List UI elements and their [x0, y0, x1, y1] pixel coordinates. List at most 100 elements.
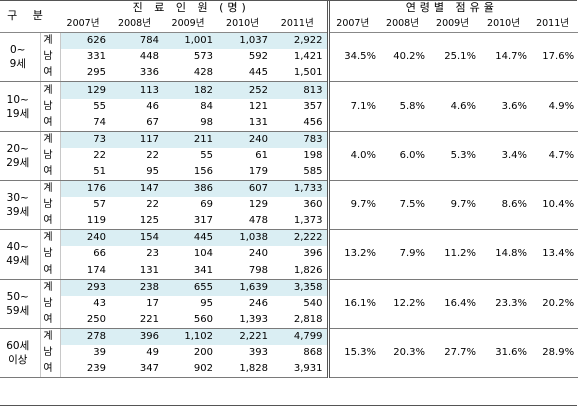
- count-cell: 43: [93, 297, 106, 309]
- count-cell: 95: [110, 163, 163, 182]
- count-cell: 278: [60, 327, 110, 345]
- count-cell: 121: [248, 100, 268, 112]
- year-header-left-4: 2011년: [272, 16, 329, 34]
- count-cell: 98: [163, 114, 217, 132]
- count-cell: 252: [217, 81, 272, 99]
- count-cell: 61: [255, 149, 268, 161]
- sex-label: 남: [39, 147, 61, 164]
- count-cell: 239: [60, 361, 110, 379]
- count-cell: 1,373: [272, 213, 329, 231]
- table-row: 20~ 29세 계 73 117 211 240 783 4.0% 6.0% 5.3% 3.4% 4.7…: [0, 130, 579, 182]
- table-row: 여 250 221 560 1,393 2,818: [0, 311, 578, 329]
- count-cell: 129: [60, 81, 110, 99]
- age-group-label: 10~ 19세: [0, 81, 40, 132]
- count-cell: 1,037: [217, 32, 272, 50]
- table-row: 남 43 17 95 246 540: [0, 295, 578, 312]
- share-cell: 16.1%: [326, 278, 381, 329]
- share-cell: 13.2%: [326, 229, 381, 280]
- count-cell: 445: [163, 229, 217, 247]
- header-row-top: 구 분 진 료 인 원 (명) 연령별 점유율: [0, 0, 579, 34]
- table-row: 여 51 95 156 179 585: [0, 163, 578, 182]
- sex-label: 남: [39, 344, 61, 362]
- count-cell: 46: [146, 100, 159, 112]
- count-cell: 69: [200, 199, 213, 211]
- count-cell: 238: [110, 278, 163, 296]
- year-header-right-2: 2009년: [429, 16, 481, 34]
- table-row: 60세 이상 계 278 396 1,102 2,221 4,799 15.3% 20.3% 27.…: [0, 327, 579, 379]
- count-cell: 95: [200, 297, 213, 309]
- share-cell: 3.4%: [480, 130, 532, 182]
- count-cell: 66: [93, 248, 106, 260]
- sex-label: 계: [39, 180, 61, 198]
- count-cell: 798: [217, 262, 272, 280]
- age-group-label: 30~ 39세: [0, 180, 40, 231]
- count-cell: 3,358: [272, 278, 329, 296]
- count-cell: 182: [163, 81, 217, 99]
- count-cell: 478: [217, 213, 272, 231]
- count-cell: 131: [110, 262, 163, 280]
- count-cell: 246: [248, 297, 268, 309]
- share-cell: 25.1%: [429, 32, 481, 83]
- count-cell: 626: [60, 32, 110, 50]
- count-cell: 22: [146, 199, 159, 211]
- count-cell: 4,799: [272, 327, 329, 345]
- year-header-left-0: 2007년: [60, 16, 110, 34]
- year-header-right-3: 2010년: [480, 16, 532, 34]
- count-cell: 396: [110, 327, 163, 345]
- share-cell: 10.4%: [531, 180, 579, 231]
- count-cell: 331: [86, 51, 106, 63]
- count-cell: 131: [217, 114, 272, 132]
- sex-label: 남: [39, 98, 61, 115]
- count-cell: 174: [60, 262, 110, 280]
- share-cell: 14.8%: [480, 229, 532, 280]
- year-header-right-4: 2011년: [531, 16, 579, 34]
- sex-label: 계: [39, 130, 61, 148]
- count-cell: 73: [60, 130, 110, 148]
- share-cell: 5.3%: [429, 130, 481, 182]
- count-cell: 868: [303, 347, 323, 359]
- count-cell: 2,221: [217, 327, 272, 345]
- count-cell: 592: [248, 51, 268, 63]
- table-row: 남 22 22 55 61 198: [0, 147, 578, 164]
- table-row: 남 57 22 69 129 360: [0, 197, 578, 214]
- count-cell: 2,818: [272, 311, 329, 329]
- share-cell: 23.3%: [480, 278, 532, 329]
- count-cell: 607: [217, 180, 272, 198]
- count-cell: 55: [200, 149, 213, 161]
- gubun-header: 구 분: [0, 0, 60, 34]
- share-cell: 9.7%: [429, 180, 481, 231]
- count-cell: 1,639: [217, 278, 272, 296]
- count-cell: 22: [93, 149, 106, 161]
- table-row: 여 295 336 428 445 1,501: [0, 65, 578, 83]
- count-cell: 17: [146, 297, 159, 309]
- share-cell: 9.7%: [326, 180, 381, 231]
- count-cell: 39: [93, 347, 106, 359]
- age-group-label: 20~ 29세: [0, 130, 40, 182]
- count-cell: 336: [110, 65, 163, 83]
- patient-statistics-table: 구 분 진 료 인 원 (명) 연령별 점유율 2007년 2008년 2009년 2…: [0, 0, 579, 379]
- sex-label: 여: [39, 213, 61, 231]
- count-cell: 448: [139, 51, 159, 63]
- sex-label: 계: [39, 278, 61, 296]
- count-cell: 179: [217, 163, 272, 182]
- year-header-right-1: 2008년: [380, 16, 430, 34]
- sex-label: 여: [39, 65, 61, 83]
- count-cell: 23: [146, 248, 159, 260]
- table-row: 10~ 19세 계 129 113 182 252 813 7.1% 5.8% 4.6% 3.6% 4.…: [0, 81, 579, 132]
- count-cell: 154: [110, 229, 163, 247]
- sex-label: 여: [39, 311, 61, 329]
- count-cell: 211: [163, 130, 217, 148]
- age-group-label: 40~ 49세: [0, 229, 40, 280]
- sex-label: 계: [39, 327, 61, 345]
- share-cell: 4.0%: [326, 130, 381, 182]
- count-cell: 55: [93, 100, 106, 112]
- year-header-left-2: 2009년: [163, 16, 217, 34]
- count-cell: 573: [193, 51, 213, 63]
- table-row: 50~ 59세 계 293 238 655 1,639 3,358 16.1% 12.2% 16.4…: [0, 278, 579, 329]
- count-cell: 360: [303, 199, 323, 211]
- year-header-left-1: 2008년: [110, 16, 163, 34]
- count-cell: 783: [272, 130, 329, 148]
- share-cell: 4.6%: [429, 81, 481, 132]
- count-cell: 1,038: [217, 229, 272, 247]
- count-cell: 317: [163, 213, 217, 231]
